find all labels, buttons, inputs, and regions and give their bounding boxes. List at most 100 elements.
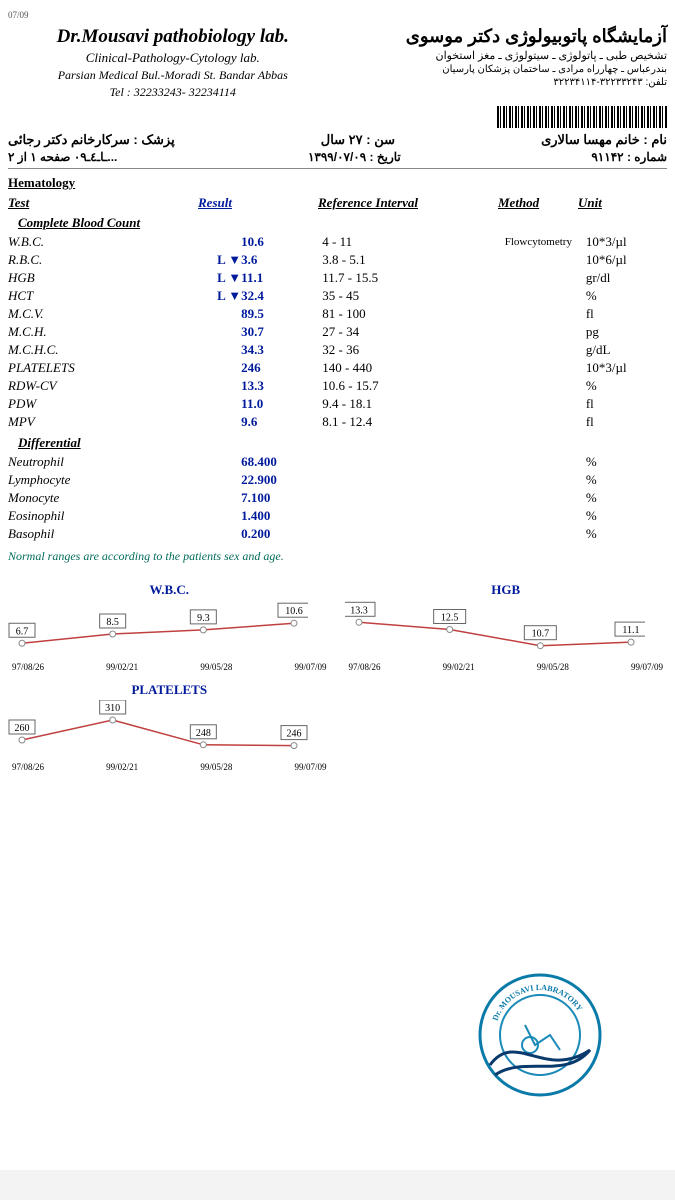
section-hematology: Hematology	[8, 175, 667, 191]
test-name: Lymphocyte	[8, 471, 201, 489]
ref-interval	[322, 471, 504, 489]
test-name: Monocyte	[8, 489, 201, 507]
ref-interval	[322, 525, 504, 543]
lab-tel-fa: تلفن: ۳۲۲۳۳۲۴۳-۳۲۲۳۴۱۱۴	[338, 77, 668, 88]
sample-date: ۱۳۹۹/۰۷/۰۹	[308, 150, 366, 164]
result-value: 11.0	[241, 395, 322, 413]
table-row: M.C.V.89.581 - 100fl	[8, 305, 667, 323]
test-name: MPV	[8, 413, 201, 431]
unit: fl	[586, 413, 667, 431]
svg-text:11.1: 11.1	[622, 625, 639, 636]
method	[505, 341, 586, 359]
svg-text:248: 248	[196, 728, 211, 739]
lab-sub-en: Clinical-Pathology-Cytology lab.	[8, 50, 338, 66]
table-row: R.B.C.L ▼3.63.8 - 5.110*6/µl	[8, 251, 667, 269]
svg-text:10.7: 10.7	[531, 629, 549, 640]
sample-date-label: تاریخ :	[370, 150, 401, 164]
lab-address-en: Parsian Medical Bul.-Moradi St. Bandar A…	[8, 68, 338, 83]
result-value: 34.3	[241, 341, 322, 359]
svg-text:9.3: 9.3	[197, 613, 210, 624]
svg-text:8.5: 8.5	[106, 617, 119, 628]
page-indicator: ...ـاـ٤ـ٠٩ ص‍فحه ١ از ٢	[8, 150, 117, 164]
unit: %	[586, 507, 667, 525]
svg-text:310: 310	[105, 703, 120, 714]
method	[505, 287, 586, 305]
lab-stamp: Dr. MOUSAVI LABRATORY	[475, 970, 605, 1100]
x-date: 99/02/21	[106, 662, 138, 672]
doctor-name: سرکارخانم دکتر رجائی	[8, 132, 130, 147]
chart-wbc: W.B.C. 6.78.59.310.6 97/08/2699/02/2199/…	[8, 582, 331, 672]
column-headers: Test Result Reference Interval Method Un…	[8, 195, 667, 211]
ref-interval: 35 - 45	[322, 287, 504, 305]
ref-interval: 32 - 36	[322, 341, 504, 359]
result-value: 30.7	[241, 323, 322, 341]
unit: pg	[586, 323, 667, 341]
table-row: RDW-CV13.310.6 - 15.7%	[8, 377, 667, 395]
unit: %	[586, 525, 667, 543]
result-value: 10.6	[241, 233, 322, 251]
flag	[201, 507, 242, 525]
unit: %	[586, 453, 667, 471]
result-value: 1.400	[241, 507, 322, 525]
method	[505, 251, 586, 269]
ref-interval: 9.4 - 18.1	[322, 395, 504, 413]
table-row: Neutrophil 68.400%	[8, 453, 667, 471]
x-date: 99/02/21	[443, 662, 475, 672]
chart-wbc-title: W.B.C.	[8, 582, 331, 598]
ref-interval: 140 - 440	[322, 359, 504, 377]
method	[505, 377, 586, 395]
patient-age-label: سن :	[366, 132, 395, 147]
flag	[201, 377, 242, 395]
ref-interval: 27 - 34	[322, 323, 504, 341]
method	[505, 269, 586, 287]
test-name: Neutrophil	[8, 453, 201, 471]
x-date: 97/08/26	[12, 762, 44, 772]
x-date: 99/05/28	[200, 662, 232, 672]
table-row: HGBL ▼11.111.7 - 15.5gr/dl	[8, 269, 667, 287]
x-date: 97/08/26	[349, 662, 381, 672]
table-row: HCTL ▼32.435 - 45%	[8, 287, 667, 305]
table-row: W.B.C.10.64 - 11Flowcytometry10*3/µl	[8, 233, 667, 251]
table-row: Basophil0.200%	[8, 525, 667, 543]
result-value: 68.400	[241, 453, 322, 471]
hdr-unit: Unit	[578, 195, 638, 211]
test-name: M.C.H.C.	[8, 341, 201, 359]
flag: L ▼	[201, 269, 242, 287]
flag	[201, 453, 242, 471]
chart-hgb-title: HGB	[345, 582, 668, 598]
test-name: R.B.C.	[8, 251, 201, 269]
svg-text:12.5: 12.5	[440, 613, 458, 624]
flag	[201, 323, 242, 341]
svg-text:260: 260	[15, 723, 30, 734]
hdr-method: Method	[498, 195, 578, 211]
chart-plt: PLATELETS 260310248246 97/08/2699/02/219…	[8, 682, 331, 772]
result-value: 13.3	[241, 377, 322, 395]
patient-age: ۲۷ سال	[321, 132, 363, 147]
test-name: M.C.V.	[8, 305, 201, 323]
test-name: PDW	[8, 395, 201, 413]
ref-interval: 10.6 - 15.7	[322, 377, 504, 395]
flag	[201, 413, 242, 431]
chart-plt-title: PLATELETS	[8, 682, 331, 698]
flag	[201, 359, 242, 377]
result-value: 7.100	[241, 489, 322, 507]
group-cbc: Complete Blood Count	[8, 215, 667, 231]
table-row: Eosinophil1.400%	[8, 507, 667, 525]
x-date: 99/02/21	[106, 762, 138, 772]
lab-name-en: Dr.Mousavi pathobiology lab.	[8, 26, 338, 48]
table-row: M.C.H. 30.727 - 34 pg	[8, 323, 667, 341]
method	[505, 489, 586, 507]
result-value: 9.6	[241, 413, 322, 431]
test-name: M.C.H.	[8, 323, 201, 341]
x-date: 97/08/26	[12, 662, 44, 672]
patient-name: خانم مهسا سالاری	[541, 132, 640, 147]
method	[505, 305, 586, 323]
unit: %	[586, 287, 667, 305]
unit: %	[586, 471, 667, 489]
group-diff: Differential	[8, 435, 667, 451]
flag	[201, 341, 242, 359]
ref-interval: 8.1 - 12.4	[322, 413, 504, 431]
method	[505, 359, 586, 377]
unit: g/dL	[586, 341, 667, 359]
method	[505, 471, 586, 489]
